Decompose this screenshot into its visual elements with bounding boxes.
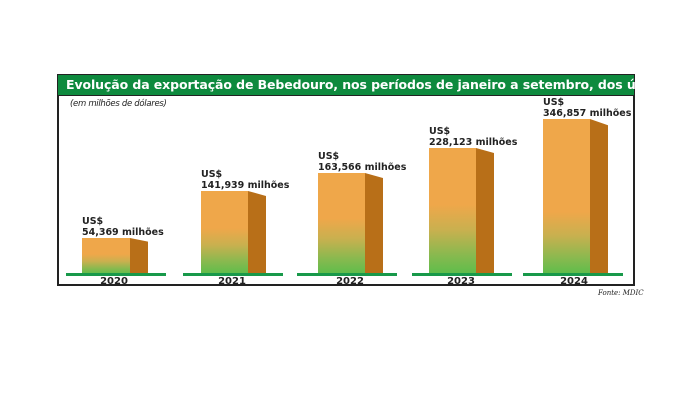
year-label: 2020 [100,276,128,287]
baseline [66,273,166,276]
value-label: 228,123 milhões [429,137,518,148]
chart-title: Evolução da exportação de Bebedouro, nos… [57,74,696,96]
bar-front-face [543,119,590,274]
bar-value-label: US$ 228,123 milhões [429,126,517,148]
bar-side-face [590,119,608,274]
year-label: 2021 [218,276,246,287]
currency-label: US$ [543,97,565,108]
year-label: 2023 [447,276,475,287]
currency-label: US$ [318,151,340,162]
bar-side-face [365,173,383,274]
baseline [523,273,623,276]
bar-value-label: US$ 346,857 milhões [543,97,631,119]
bar-value-label: US$ 163,566 milhões [318,151,406,173]
bar-side-face [476,148,494,274]
value-label: 54,369 milhões [82,227,164,238]
value-label: 141,939 milhões [201,180,290,191]
bar-front-face [201,191,248,274]
value-label: 163,566 milhões [318,162,407,173]
year-label: 2022 [336,276,364,287]
baseline [412,273,512,276]
currency-label: US$ [201,169,223,180]
chart-subtitle: (em milhões de dólares) [70,99,167,109]
bar-side-face [248,191,266,274]
bar-front-face [318,173,365,274]
baseline [297,273,397,276]
source-note: Fonte: MDIC [598,289,644,297]
bar-front-face [429,148,476,274]
bar-side-face [130,238,148,274]
bar-front-face [82,238,130,274]
currency-label: US$ [429,126,451,137]
year-label: 2024 [560,276,588,287]
value-label: 346,857 milhões [543,108,632,119]
bar-value-label: US$ 141,939 milhões [201,169,289,191]
baseline [183,273,283,276]
currency-label: US$ [82,216,104,227]
bar-value-label: US$ 54,369 milhões [82,216,164,238]
